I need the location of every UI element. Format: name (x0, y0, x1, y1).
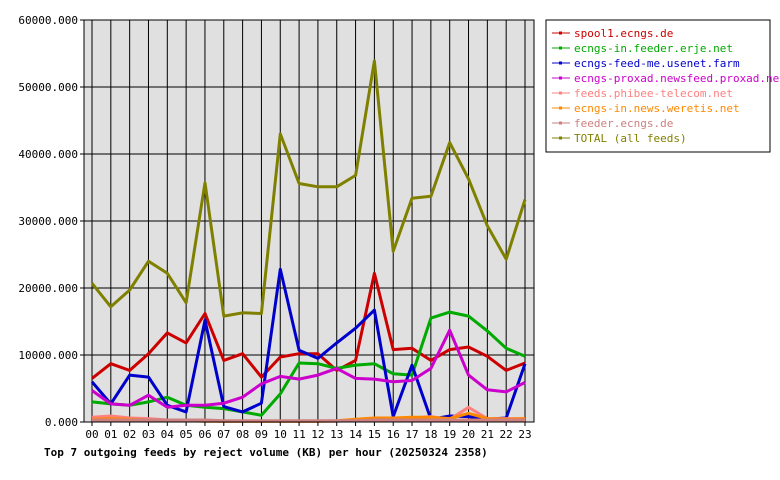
x-tick-label: 23 (518, 428, 531, 441)
x-tick-label: 05 (180, 428, 193, 441)
legend-marker (559, 76, 562, 80)
x-tick-label: 10 (274, 428, 287, 441)
legend-marker (559, 31, 562, 35)
legend-box (545, 19, 771, 153)
y-tick-label: 30000.000 (18, 215, 78, 228)
axes: 0.000 10000.000 20000.000 30000.000 40000.00… (18, 14, 535, 441)
x-tick-label: 17 (405, 428, 418, 441)
legend-marker (559, 46, 562, 50)
legend-label: feeder.ecngs.de (574, 117, 673, 130)
legend-label: ecngs-proxad.newsfeed.proxad.net (574, 72, 780, 85)
x-tick-label: 02 (123, 428, 136, 441)
series-line (91, 328, 526, 409)
x-tick-label: 01 (104, 428, 117, 441)
plot-frame (83, 19, 535, 423)
x-tick-label: 20 (462, 428, 475, 441)
series-line (92, 418, 525, 423)
y-tick-label: 40000.000 (18, 148, 78, 161)
legend-marker (559, 136, 562, 140)
x-tick-label: 06 (198, 428, 211, 441)
y-tick-label: 10000.000 (18, 349, 78, 362)
series-line (90, 59, 527, 318)
y-tick-label: 0.000 (45, 416, 78, 429)
legend-label: ecngs-in.news.weretis.net (574, 102, 740, 115)
legend-marker (559, 61, 562, 65)
legend-label: ecngs-feed-me.usenet.farm (574, 57, 740, 70)
x-tick-label: 22 (500, 428, 513, 441)
chart-title: Top 7 outgoing feeds by reject volume (K… (44, 446, 488, 459)
x-tick-label: 03 (142, 428, 155, 441)
legend-label: ecngs-in.feeder.erje.net (574, 42, 733, 55)
x-tick-label: 21 (481, 428, 494, 441)
legend-label: TOTAL (all feeds) (574, 132, 687, 145)
x-tick-label: 13 (330, 428, 343, 441)
x-tick-label: 07 (217, 428, 230, 441)
x-tick-label: 00 (85, 428, 98, 441)
x-tick-label: 14 (349, 428, 363, 441)
series-lines (90, 59, 527, 423)
y-tick-label: 20000.000 (18, 282, 78, 295)
x-tick-label: 04 (161, 428, 175, 441)
legend-label: spool1.ecngs.de (574, 27, 673, 40)
legend-label: feeds.phibee-telecom.net (574, 87, 733, 100)
x-tick-label: 08 (236, 428, 249, 441)
legend-marker (559, 121, 562, 125)
x-tick-label: 12 (311, 428, 324, 441)
x-tick-label: 09 (255, 428, 268, 441)
y-tick-label: 60000.000 (18, 14, 78, 27)
x-tick-label: 15 (368, 428, 381, 441)
legend: spool1.ecngs.de ecngs-in.feeder.erje.net e… (545, 19, 780, 153)
y-tick-label: 50000.000 (18, 81, 78, 94)
legend-marker (559, 91, 562, 95)
x-tick-label: 16 (387, 428, 400, 441)
x-tick-label: 19 (443, 428, 456, 441)
x-tick-label: 18 (424, 428, 437, 441)
legend-marker (559, 106, 562, 110)
x-tick-label: 11 (292, 428, 305, 441)
